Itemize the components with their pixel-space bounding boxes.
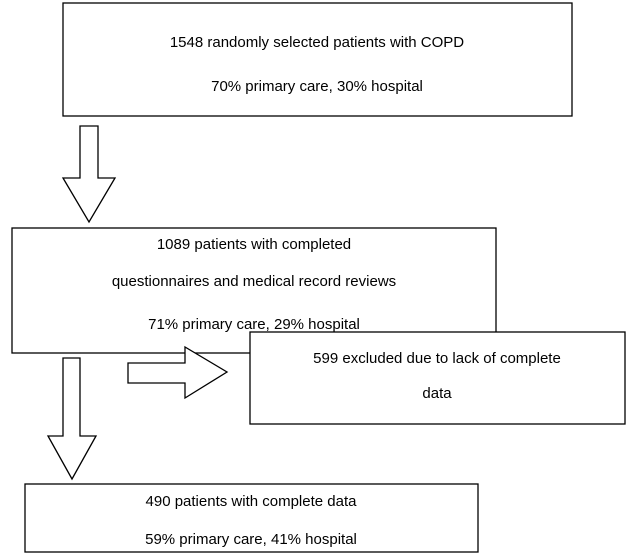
node-box [24,483,479,553]
node-text: 59% primary care, 41% hospital [145,531,357,548]
down-arrow [61,125,117,224]
node-box [249,331,626,425]
node-text: 70% primary care, 30% hospital [211,78,423,95]
right-arrow [127,345,229,400]
node-text: 490 patients with complete data [146,493,358,510]
node-box [62,2,573,117]
node-text: data [422,385,452,402]
down-arrow [46,357,98,481]
node-text: 71% primary care, 29% hospital [148,316,360,333]
node-text: questionnaires and medical record review… [112,273,396,290]
node-text: 599 excluded due to lack of complete [313,350,561,367]
node-text: 1089 patients with completed [157,236,351,253]
node-text: 1548 randomly selected patients with COP… [170,34,464,51]
